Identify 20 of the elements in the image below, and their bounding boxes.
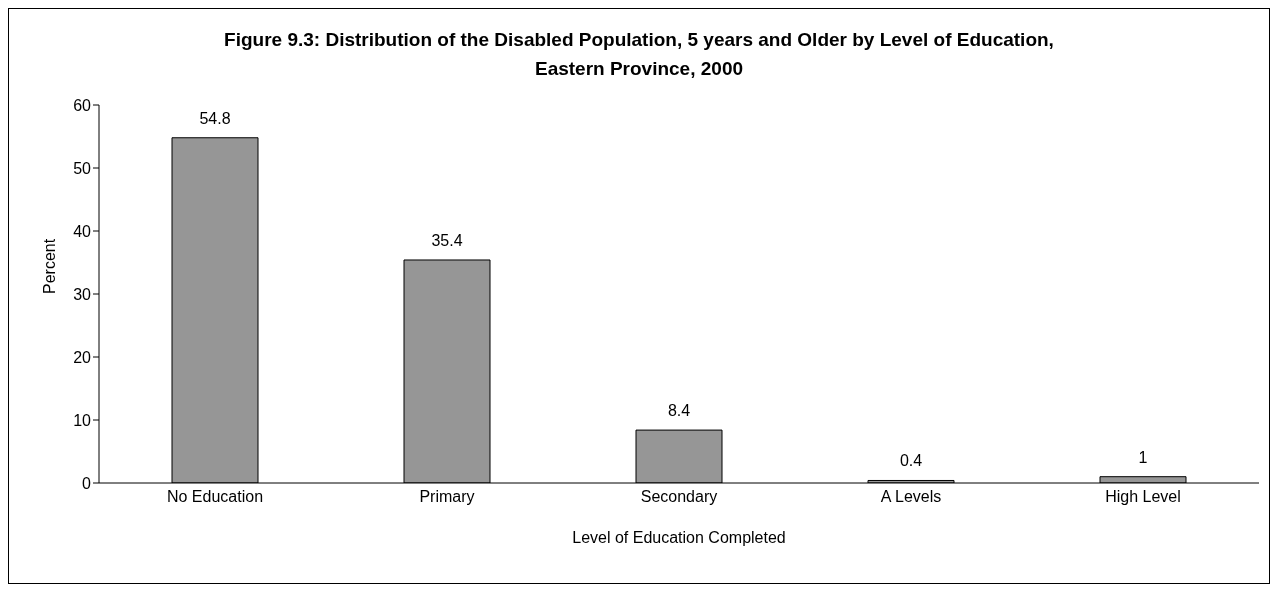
y-tick-label: 60 bbox=[73, 96, 92, 114]
y-axis-title: Percent bbox=[40, 238, 58, 294]
x-tick-label: High Level bbox=[1105, 488, 1181, 506]
data-label: 0.4 bbox=[899, 452, 923, 470]
x-axis-title: Level of Education Completed bbox=[572, 529, 786, 546]
y-tick-label: 50 bbox=[73, 159, 92, 177]
y-tick-label: 10 bbox=[73, 411, 92, 429]
data-label: 54.8 bbox=[199, 109, 231, 127]
y-tick-label: 30 bbox=[73, 285, 92, 303]
chart-title: Figure 9.3: Distribution of the Disabled Population, 5 years and Older by Level of Education, Eastern Province, 2000 bbox=[223, 28, 1055, 81]
y-tick-label: 0 bbox=[82, 474, 92, 492]
y-tick-label: 20 bbox=[73, 348, 92, 366]
x-tick-label: Secondary bbox=[640, 488, 718, 506]
x-tick-label: A Levels bbox=[880, 488, 942, 506]
x-tick-label: Primary bbox=[419, 488, 475, 506]
data-label: 35.4 bbox=[431, 231, 463, 249]
x-tick-label: No Education bbox=[166, 488, 264, 506]
data-label: 8.4 bbox=[667, 402, 691, 420]
data-label: 1 bbox=[1138, 448, 1148, 466]
y-tick-label: 40 bbox=[73, 222, 92, 240]
